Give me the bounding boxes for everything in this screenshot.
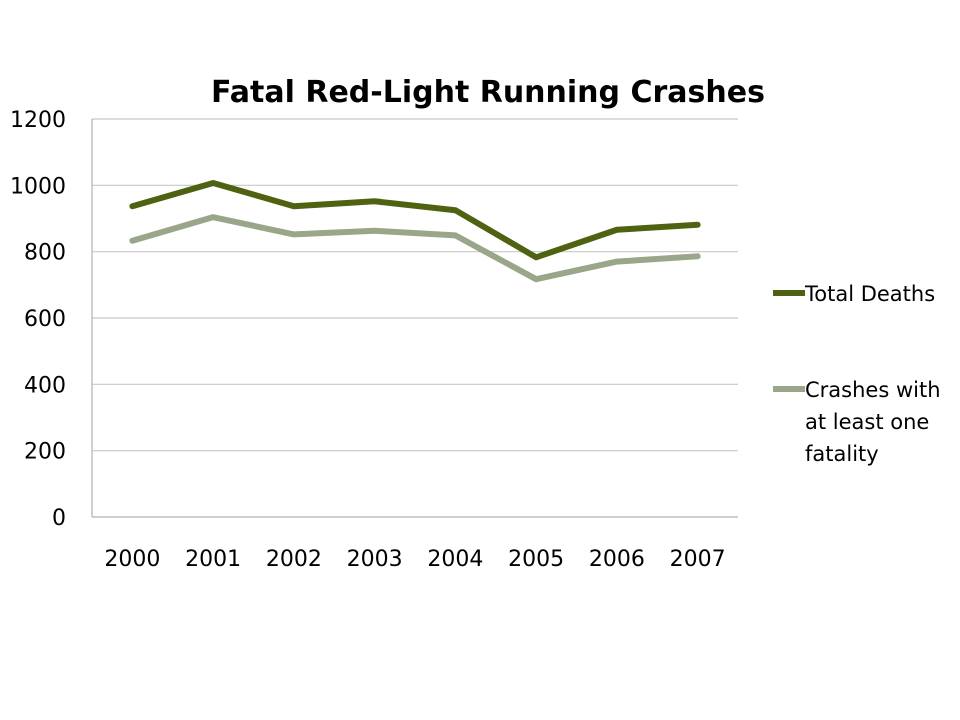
x-tick-label: 2006 <box>589 547 645 572</box>
y-tick-label: 1000 <box>10 174 66 199</box>
legend-swatches <box>773 290 805 392</box>
chart-title: Fatal Red-Light Running Crashes <box>211 75 765 110</box>
y-tick-label: 600 <box>24 307 66 332</box>
x-tick-label: 2002 <box>266 547 322 572</box>
x-tick-label: 2003 <box>347 547 403 572</box>
x-tick-label: 2005 <box>508 547 564 572</box>
y-tick-label: 1200 <box>10 108 66 133</box>
x-tick-label: 2007 <box>670 547 726 572</box>
x-tick-label: 2004 <box>427 547 483 572</box>
legend-label-crashes: Crashes with at least one fatality <box>805 378 941 466</box>
x-axis-ticks: 2000 2001 2002 2003 2004 2005 2006 2007 <box>104 547 725 572</box>
series-line-crashes-with-at-least-one-fatality <box>129 214 701 283</box>
y-tick-label: 0 <box>52 506 66 531</box>
y-tick-label: 400 <box>24 373 66 398</box>
y-tick-label: 200 <box>24 440 66 465</box>
legend-label-total-deaths: Total Deaths <box>805 282 936 306</box>
series-lines <box>129 180 701 283</box>
x-tick-label: 2001 <box>185 547 241 572</box>
y-axis-ticks: 0 200 400 600 800 1000 1200 <box>10 108 66 531</box>
y-tick-label: 800 <box>24 241 66 266</box>
gridlines <box>92 118 738 452</box>
series-line-total-deaths <box>129 180 701 261</box>
x-tick-label: 2000 <box>104 547 160 572</box>
axes <box>91 119 738 518</box>
